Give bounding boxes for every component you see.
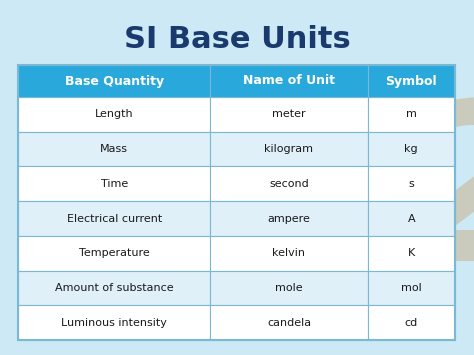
Bar <box>18 132 210 166</box>
Text: Temperature: Temperature <box>79 248 149 258</box>
Text: meter: meter <box>272 109 306 119</box>
Bar <box>210 201 368 236</box>
Text: Luminous intensity: Luminous intensity <box>61 318 167 328</box>
Text: 12: 12 <box>240 93 474 307</box>
Text: Base Quantity: Base Quantity <box>64 75 164 87</box>
Text: Length: Length <box>95 109 134 119</box>
Text: SI Base Units: SI Base Units <box>124 25 350 54</box>
Bar <box>368 132 455 166</box>
Text: A: A <box>408 213 415 224</box>
Text: kilogram: kilogram <box>264 144 313 154</box>
Bar <box>18 97 210 132</box>
Bar <box>18 166 210 201</box>
Text: cd: cd <box>405 318 418 328</box>
Bar <box>18 271 210 305</box>
Bar <box>210 305 368 340</box>
Text: Symbol: Symbol <box>385 75 437 87</box>
Bar <box>368 236 455 271</box>
Bar <box>210 65 368 97</box>
Bar <box>368 166 455 201</box>
Bar <box>210 97 368 132</box>
Bar <box>210 271 368 305</box>
Text: kg: kg <box>404 144 418 154</box>
Text: ampere: ampere <box>267 213 310 224</box>
Text: mole: mole <box>275 283 303 293</box>
Text: second: second <box>269 179 309 189</box>
Bar <box>210 236 368 271</box>
Text: Name of Unit: Name of Unit <box>243 75 335 87</box>
Bar <box>368 305 455 340</box>
Bar <box>18 65 455 340</box>
Text: Time: Time <box>100 179 128 189</box>
Bar <box>368 201 455 236</box>
Text: s: s <box>409 179 414 189</box>
Bar <box>18 236 210 271</box>
Text: kelvin: kelvin <box>273 248 305 258</box>
Text: Electrical current: Electrical current <box>66 213 162 224</box>
Bar <box>368 97 455 132</box>
Bar <box>210 166 368 201</box>
Text: Mass: Mass <box>100 144 128 154</box>
Text: mol: mol <box>401 283 422 293</box>
Bar <box>368 271 455 305</box>
Text: K: K <box>408 248 415 258</box>
Bar <box>18 305 210 340</box>
Bar <box>210 132 368 166</box>
Text: m: m <box>406 109 417 119</box>
Text: candela: candela <box>267 318 311 328</box>
Bar <box>18 65 210 97</box>
Bar <box>18 201 210 236</box>
Bar <box>368 65 455 97</box>
Text: Amount of substance: Amount of substance <box>55 283 173 293</box>
